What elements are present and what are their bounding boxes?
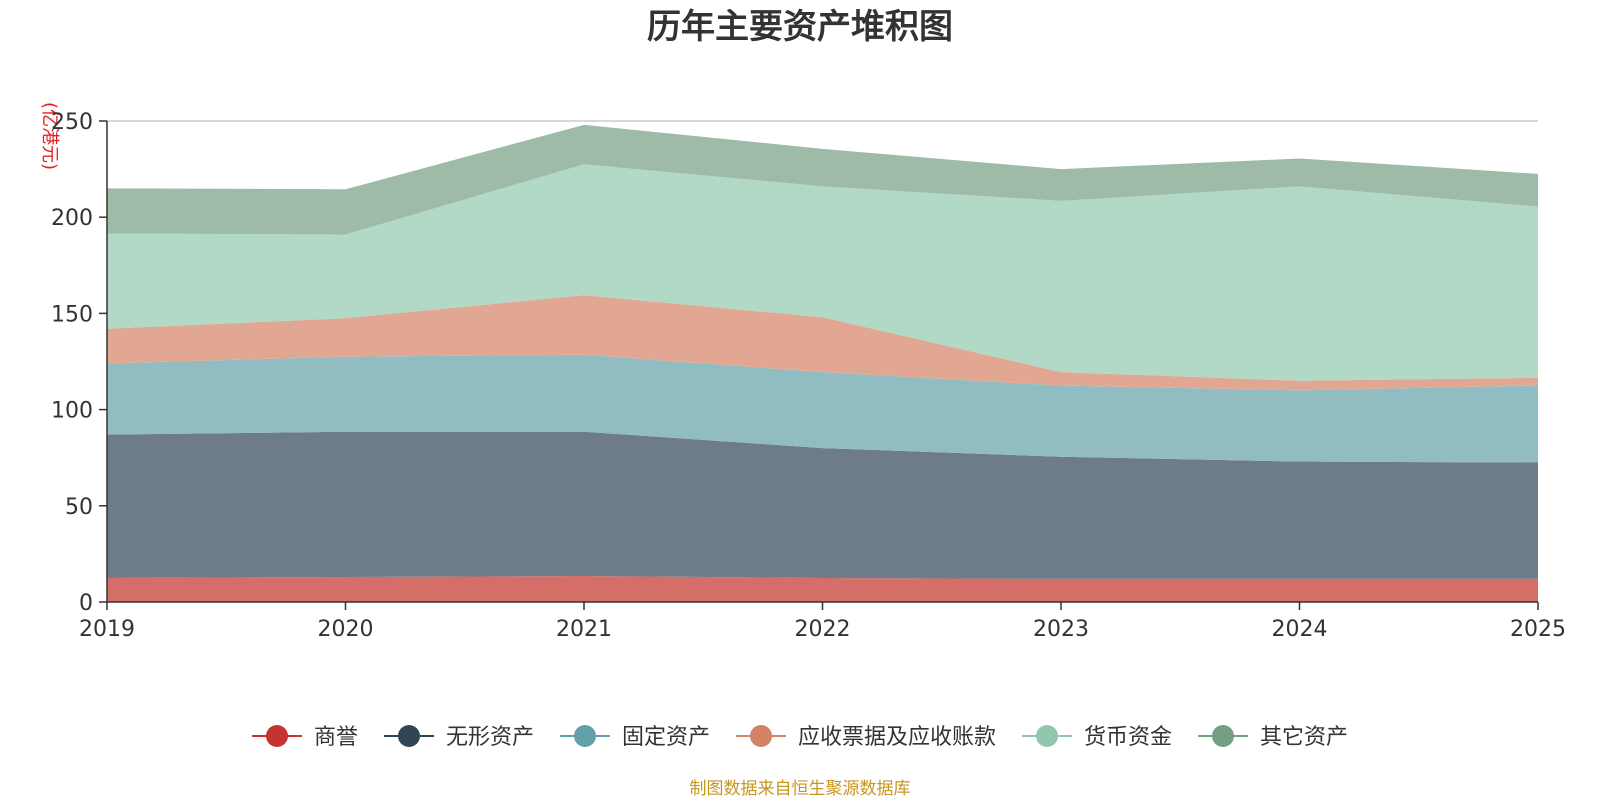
area-series-0[interactable] [107, 576, 1538, 602]
y-tick-label: 100 [51, 399, 93, 424]
legend-label: 其它资产 [1260, 725, 1348, 750]
area-series-1[interactable] [107, 431, 1538, 579]
area-series-4[interactable] [107, 164, 1538, 381]
area-series-3[interactable] [107, 295, 1538, 391]
area-series-group [107, 124, 1538, 602]
legend-label: 无形资产 [446, 725, 534, 750]
legend-item-3[interactable]: 应收票据及应收账款 [736, 725, 996, 750]
x-tick-label: 2019 [79, 617, 135, 642]
y-tick-label: 0 [79, 591, 93, 616]
legend-label: 应收票据及应收账款 [798, 725, 996, 750]
x-tick-label: 2025 [1510, 617, 1566, 642]
legend-item-1[interactable]: 无形资产 [384, 725, 534, 750]
legend-label: 商誉 [314, 725, 358, 750]
legend: 商誉 无形资产 固定资产 应收票据及应收账款 货币资金 其它资产 [252, 725, 1348, 750]
legend-item-2[interactable]: 固定资产 [560, 725, 710, 750]
legend-item-4[interactable]: 货币资金 [1022, 725, 1172, 750]
x-tick-label: 2020 [318, 617, 374, 642]
axes: 0 50 100 150 200 250 2019 2020 2021 2022 2023 2024 2… [51, 110, 1566, 642]
legend-label: 固定资产 [622, 725, 710, 750]
data-source-label: 制图数据来自恒生聚源数据库 [690, 779, 911, 799]
x-tick-label: 2022 [795, 617, 851, 642]
area-series-5[interactable] [107, 124, 1538, 235]
legend-marker [574, 725, 596, 747]
legend-marker [1036, 725, 1058, 747]
y-tick-label: 200 [51, 206, 93, 231]
legend-marker [1212, 725, 1234, 747]
y-tick-label: 250 [51, 110, 93, 135]
legend-marker [750, 725, 772, 747]
y-axis-unit-label: (亿港元) [39, 102, 60, 170]
legend-marker [266, 725, 288, 747]
x-tick-label: 2021 [556, 617, 612, 642]
chart-title: 历年主要资产堆积图 [647, 7, 953, 47]
x-tick-label: 2023 [1033, 617, 1089, 642]
legend-label: 货币资金 [1084, 725, 1172, 750]
x-tick-label: 2024 [1272, 617, 1328, 642]
legend-item-0[interactable]: 商誉 [252, 725, 358, 750]
legend-item-5[interactable]: 其它资产 [1198, 725, 1348, 750]
y-tick-label: 50 [65, 495, 93, 520]
area-series-2[interactable] [107, 354, 1538, 463]
legend-marker [398, 725, 420, 747]
y-tick-label: 150 [51, 302, 93, 327]
